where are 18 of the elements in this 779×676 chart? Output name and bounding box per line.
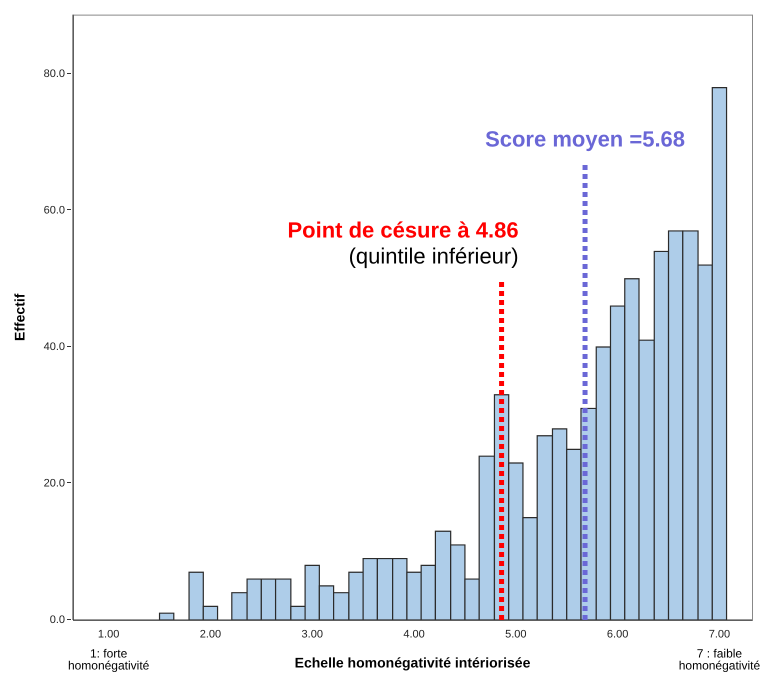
text: 7 : faible homonégativité <box>678 646 760 672</box>
x-tick-label: 4.00 <box>403 628 425 641</box>
x-tick-label: 2.00 <box>200 628 222 641</box>
y-tick-label: 80.0 <box>44 68 65 80</box>
y-tick-label: 0.0 <box>50 614 65 626</box>
text: 1: forte homonégativité <box>68 646 150 672</box>
x-tick-label: 3.00 <box>302 628 323 641</box>
ref-line-label: Point de césure à 4.86 (quintile inférieur) <box>287 218 519 268</box>
ref-line-label: Score moyen =5.68 <box>485 126 686 152</box>
y-tick-label: 60.0 <box>44 204 65 217</box>
y-tick-label: 40.0 <box>44 341 65 354</box>
x-tick-label: 7.00 <box>708 628 730 641</box>
y-axis-title: Effectif <box>11 293 28 342</box>
x-tick-label: 1.00 <box>98 628 120 641</box>
y-tick-label: 20.0 <box>44 478 65 490</box>
x-axis-title: Echelle homonégativité intériorisée <box>294 654 531 670</box>
x-tick-label: 6.00 <box>606 628 628 641</box>
x-tick-label: 5.00 <box>505 628 527 641</box>
